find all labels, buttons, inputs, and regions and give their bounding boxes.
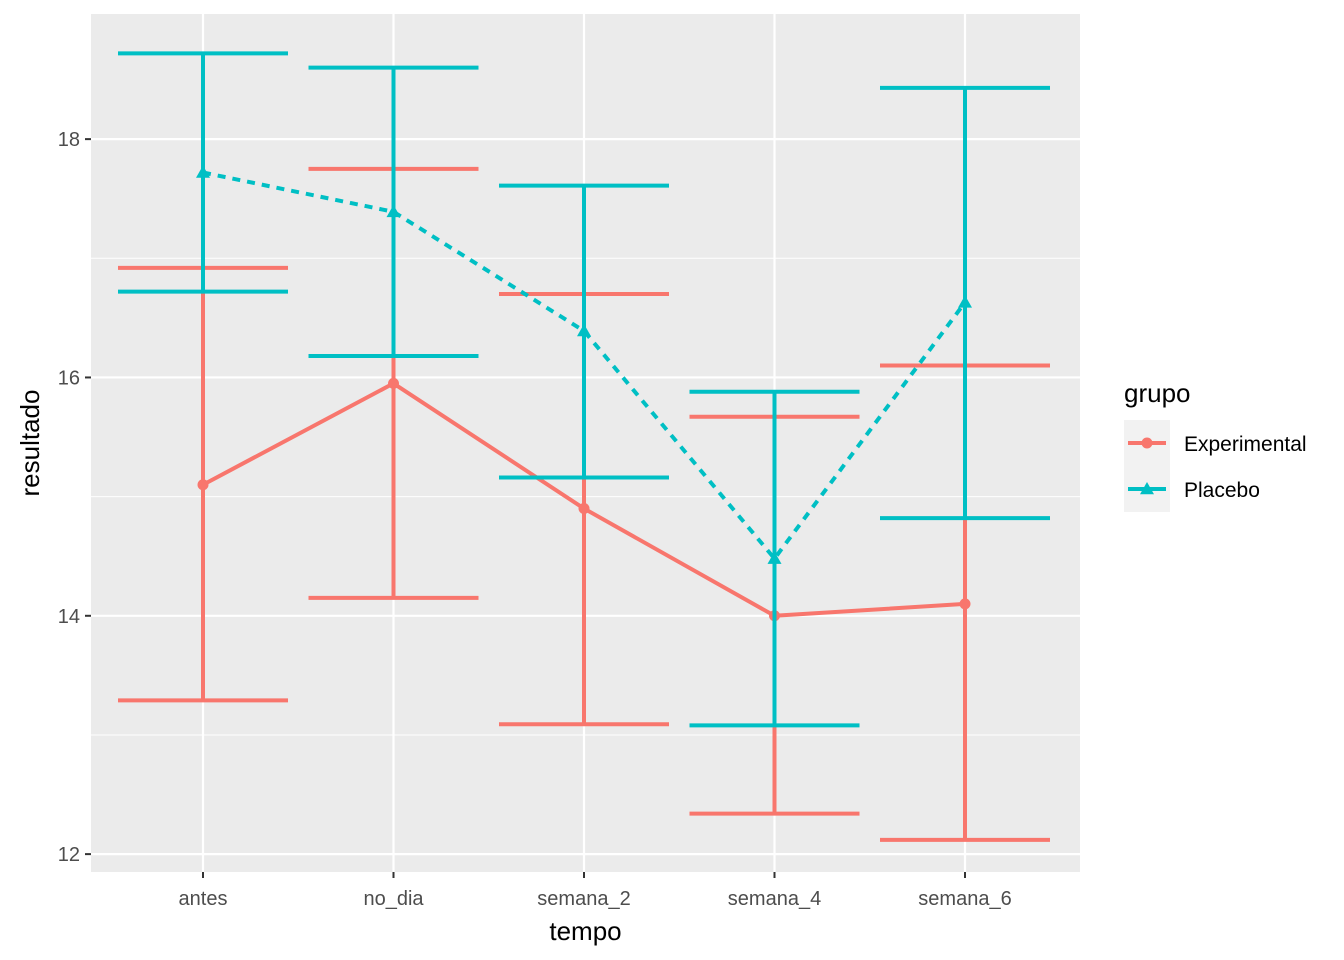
y-tick-label: 14 (58, 606, 80, 628)
y-tick-label: 16 (58, 367, 80, 389)
y-tick-label: 12 (58, 844, 80, 866)
x-tick-label: semana_2 (537, 888, 630, 910)
data-point (197, 479, 209, 491)
x-tick-label: no_dia (363, 888, 424, 910)
legend-title: grupo (1124, 378, 1191, 408)
legend-key-marker (1141, 437, 1153, 449)
legend-label: Placebo (1184, 479, 1260, 502)
x-tick-label: antes (179, 888, 228, 910)
legend-items: Experimental Placebo (1124, 420, 1307, 512)
data-point (959, 598, 971, 610)
legend-key-marker (1140, 482, 1154, 495)
data-point (958, 295, 972, 308)
x-tick-label: semana_4 (728, 888, 821, 910)
data-point (767, 551, 782, 564)
legend-item-experimental: Experimental (1124, 420, 1307, 466)
data-point (578, 503, 590, 515)
legend: grupo Experimental Placebo (1124, 378, 1307, 512)
x-axis: antes no_dia semana_2 semana_4 semana_6 (179, 872, 1012, 910)
data-point (196, 165, 210, 178)
y-axis: 12 14 16 18 (58, 129, 91, 866)
x-tick-label: semana_6 (918, 888, 1011, 910)
series-placebo (118, 51, 1050, 728)
data-point (388, 377, 399, 389)
y-tick-label: 18 (58, 129, 80, 151)
data-point (577, 323, 591, 337)
data-point (386, 204, 401, 218)
series-layer (118, 51, 1050, 842)
y-axis-title: resultado (15, 390, 45, 497)
legend-item-placebo: Placebo (1124, 466, 1260, 512)
x-axis-title: tempo (549, 916, 621, 946)
legend-label: Experimental (1184, 433, 1307, 456)
